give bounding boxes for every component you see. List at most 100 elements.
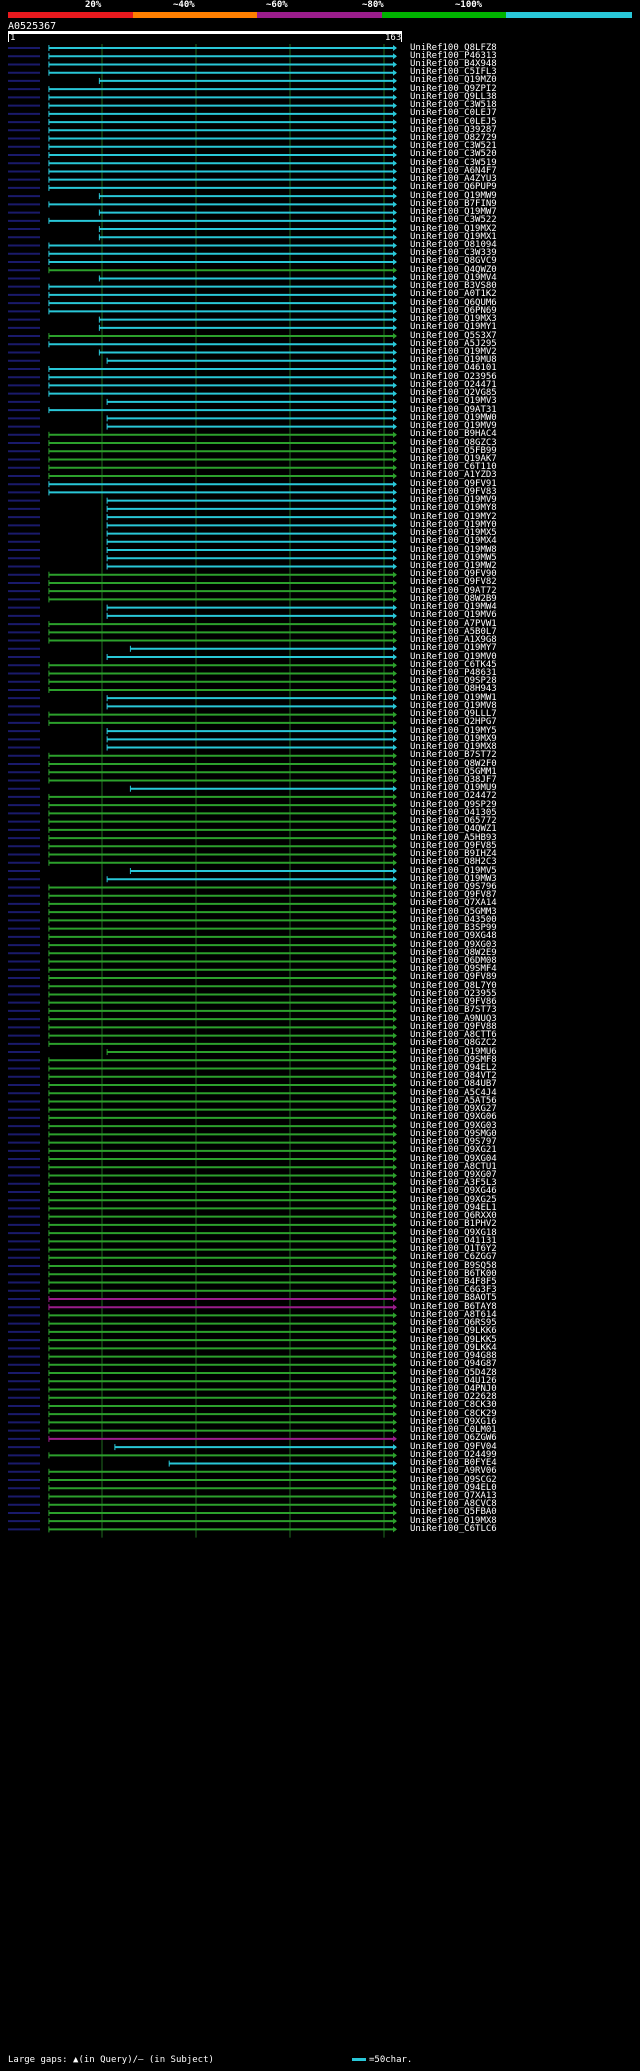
hit-label[interactable]: UniRef100_O22628 <box>410 1392 497 1403</box>
hit-label[interactable]: UniRef100_Q19MX4 <box>410 536 497 547</box>
hit-label[interactable]: UniRef100_Q19MZ0 <box>410 75 497 86</box>
hit-label[interactable]: UniRef100_O84UB7 <box>410 1079 497 1090</box>
hit-label[interactable]: UniRef100_Q9XG06 <box>410 1112 497 1123</box>
hit-label[interactable]: UniRef100_B7ST73 <box>410 1005 497 1016</box>
hit-label[interactable]: UniRef100_Q19MV3 <box>410 396 497 407</box>
hit-label[interactable]: UniRef100_C3W521 <box>410 141 497 152</box>
hit-label[interactable]: UniRef100_Q19MV2 <box>410 347 497 357</box>
hit-label[interactable]: UniRef100_Q9FV04 <box>410 1441 497 1452</box>
hit-label[interactable]: UniRef100_Q94G88 <box>410 1351 497 1362</box>
hit-label[interactable]: UniRef100_Q9SP28 <box>410 676 497 687</box>
hit-label[interactable]: UniRef100_O24471 <box>410 379 497 390</box>
hit-label[interactable]: UniRef100_O82729 <box>410 133 497 144</box>
hit-label[interactable]: UniRef100_Q19MW2 <box>410 560 497 571</box>
hit-label[interactable]: UniRef100_Q19MY5 <box>410 725 497 736</box>
hit-label[interactable]: UniRef100_C6TLC6 <box>410 1523 497 1534</box>
hit-label[interactable]: UniRef100_Q6PUP9 <box>410 182 497 193</box>
hit-label[interactable]: UniRef100_B4X948 <box>410 58 497 69</box>
hit-label[interactable]: UniRef100_Q8W2F0 <box>410 758 497 769</box>
hit-label[interactable]: UniRef100_A9NUQ3 <box>410 1013 497 1024</box>
hit-label[interactable]: UniRef100_C3W518 <box>410 100 497 111</box>
hit-label[interactable]: UniRef100_A7PVW1 <box>410 618 497 629</box>
hit-label[interactable]: UniRef100_Q5GMM3 <box>410 906 497 917</box>
hit-label[interactable]: UniRef100_Q19MU9 <box>410 783 497 794</box>
hit-label[interactable]: UniRef100_Q19MX1 <box>410 231 497 242</box>
hit-label[interactable]: UniRef100_B6TAY8 <box>410 1301 497 1312</box>
hit-label[interactable]: UniRef100_Q9SMF4 <box>410 964 497 975</box>
hit-label[interactable]: UniRef100_C6T110 <box>410 462 497 473</box>
hit-label[interactable]: UniRef100_O23955 <box>410 988 497 999</box>
hit-label[interactable]: UniRef100_Q19MY0 <box>410 519 497 530</box>
hit-label[interactable]: UniRef100_Q19MW5 <box>410 552 497 563</box>
hit-label[interactable]: UniRef100_Q9XG03 <box>410 939 497 950</box>
hit-label[interactable]: UniRef100_Q9FV87 <box>410 890 497 901</box>
hit-label[interactable]: UniRef100_O81094 <box>410 240 497 251</box>
hit-label[interactable]: UniRef100_Q4QWZ1 <box>410 824 497 835</box>
hit-label[interactable]: UniRef100_C0LM01 <box>410 1425 497 1436</box>
hit-label[interactable]: UniRef100_Q9XG16 <box>410 1416 497 1427</box>
hit-label[interactable]: UniRef100_P46313 <box>410 50 497 61</box>
hit-label[interactable]: UniRef100_Q8W2B9 <box>410 593 497 604</box>
hit-label[interactable]: UniRef100_Q9XG07 <box>410 1170 497 1180</box>
hit-label[interactable]: UniRef100_C6TK45 <box>410 659 497 670</box>
hit-label[interactable]: UniRef100_Q19MW0 <box>410 412 497 423</box>
hit-label[interactable]: UniRef100_Q6RXX0 <box>410 1211 497 1222</box>
hit-label[interactable]: UniRef100_O41305 <box>410 807 497 818</box>
hit-label[interactable]: UniRef100_Q5S3X7 <box>410 330 497 341</box>
hit-label[interactable]: UniRef100_Q19MV4 <box>410 272 497 283</box>
hit-label[interactable]: UniRef100_Q2HPG7 <box>410 717 497 728</box>
hit-label[interactable]: UniRef100_Q19MV9 <box>410 421 497 432</box>
hit-label[interactable]: UniRef100_B7ST72 <box>410 750 497 761</box>
hit-label[interactable]: UniRef100_O65772 <box>410 816 497 827</box>
hit-label[interactable]: UniRef100_C0LEJ5 <box>410 116 497 127</box>
hit-label[interactable]: UniRef100_Q19MU8 <box>410 355 497 366</box>
hit-label[interactable]: UniRef100_A8CTT6 <box>410 1030 497 1041</box>
hit-label[interactable]: UniRef100_B8AOT5 <box>410 1293 497 1304</box>
hit-label[interactable]: UniRef100_O41131 <box>410 1235 497 1246</box>
hit-label[interactable]: UniRef100_A5J295 <box>410 338 497 349</box>
hit-label[interactable]: UniRef100_Q94EL0 <box>410 1482 497 1493</box>
hit-label[interactable]: UniRef100_A4ZYU3 <box>410 174 497 185</box>
hit-label[interactable]: UniRef100_Q1T6Y2 <box>410 1244 497 1255</box>
hit-label[interactable]: UniRef100_Q9XG46 <box>410 1186 497 1197</box>
hit-label[interactable]: UniRef100_A6N4F7 <box>410 165 497 176</box>
hit-label[interactable]: UniRef100_Q8GVC9 <box>410 256 497 267</box>
hit-label[interactable]: UniRef100_Q19MV8 <box>410 700 497 711</box>
hit-label[interactable]: UniRef100_Q94G87 <box>410 1359 497 1370</box>
hit-label[interactable]: UniRef100_Q8LFZ8 <box>410 42 497 53</box>
hit-label[interactable]: UniRef100_Q9XG25 <box>410 1194 497 1205</box>
hit-label[interactable]: UniRef100_Q9FV83 <box>410 486 497 497</box>
hit-label[interactable]: UniRef100_A3F5L3 <box>410 1178 497 1189</box>
hit-label[interactable]: UniRef100_Q9AT31 <box>410 404 497 415</box>
hit-label[interactable]: UniRef100_Q39287 <box>410 124 497 135</box>
hit-label[interactable]: UniRef100_A8CVC8 <box>410 1499 497 1510</box>
hit-label[interactable]: UniRef100_Q9FV82 <box>410 577 497 588</box>
hit-label[interactable]: UniRef100_Q19MY1 <box>410 322 497 333</box>
hit-label[interactable]: UniRef100_B7FIN9 <box>410 198 497 209</box>
hit-label[interactable]: UniRef100_Q9LKK6 <box>410 1326 497 1337</box>
hit-label[interactable]: UniRef100_Q7XA13 <box>410 1490 497 1501</box>
hit-label[interactable]: UniRef100_Q7XA14 <box>410 898 497 909</box>
hit-label[interactable]: UniRef100_Q19MY2 <box>410 511 497 522</box>
hit-label[interactable]: UniRef100_A0T1K2 <box>410 289 497 300</box>
hit-label[interactable]: UniRef100_A1X9G8 <box>410 635 497 646</box>
hit-label[interactable]: UniRef100_Q19MX2 <box>410 223 497 234</box>
hit-label[interactable]: UniRef100_A5HB93 <box>410 832 497 843</box>
hit-label[interactable]: UniRef100_Q84VT2 <box>410 1071 497 1082</box>
hit-label[interactable]: UniRef100_Q19MY8 <box>410 503 497 514</box>
hit-label[interactable]: UniRef100_Q8H943 <box>410 684 497 695</box>
hit-label[interactable]: UniRef100_Q4QWZ0 <box>410 264 497 275</box>
hit-label[interactable]: UniRef100_Q9SMG0 <box>410 1128 497 1139</box>
hit-label[interactable]: UniRef100_Q19MX5 <box>410 528 497 539</box>
hit-label[interactable]: UniRef100_Q8L7Y0 <box>410 980 497 991</box>
hit-label[interactable]: UniRef100_Q9FV85 <box>410 840 497 851</box>
hit-label[interactable]: UniRef100_Q38JF7 <box>410 774 497 785</box>
hit-label[interactable]: UniRef100_A5C4J4 <box>410 1087 497 1098</box>
hit-label[interactable]: UniRef100_C3W522 <box>410 215 497 226</box>
hit-label[interactable]: UniRef100_Q8W2E9 <box>410 947 497 958</box>
hit-label[interactable]: UniRef100_A1YZD3 <box>410 470 497 481</box>
hit-label[interactable]: UniRef100_Q9AT72 <box>410 585 497 596</box>
hit-label[interactable]: UniRef100_Q9S797 <box>410 1137 497 1148</box>
hit-label[interactable]: UniRef100_A8CTU1 <box>410 1161 497 1172</box>
hit-label[interactable]: UniRef100_C8CK30 <box>410 1400 497 1411</box>
